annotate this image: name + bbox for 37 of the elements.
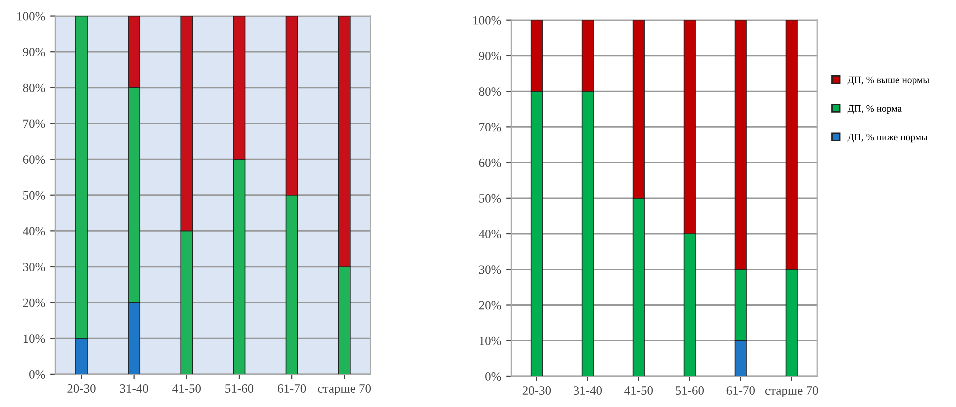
- y-tick-label: 100%: [18, 12, 46, 21]
- x-tick-label: 20-30: [522, 386, 552, 395]
- x-tick-label: 51-60: [226, 384, 254, 393]
- y-tick-label: 100%: [474, 16, 502, 25]
- y-tick-label: 0%: [486, 372, 502, 381]
- y-tick-label: 50%: [24, 191, 46, 200]
- y-tick-label: 60%: [23, 156, 46, 164]
- y-tick-label: 70%: [24, 120, 46, 128]
- x-tick-label: старше 70: [765, 386, 818, 398]
- x-tick-label: старше 70: [318, 384, 372, 396]
- legend-label: ДП, % норма: [848, 105, 902, 114]
- x-tick-label: 31-40: [574, 386, 602, 395]
- y-tick-label: 20%: [479, 301, 502, 310]
- y-tick-label: 30%: [23, 263, 46, 272]
- y-tick-label: 20%: [23, 298, 46, 308]
- y-tick-label: 40%: [479, 230, 502, 239]
- y-tick-label: 40%: [23, 227, 46, 236]
- x-tick-label: 61-70: [726, 386, 756, 395]
- y-tick-label: 30%: [479, 266, 502, 274]
- legend-label: ДП, % ниже нормы: [848, 134, 928, 143]
- y-tick-label: 0%: [30, 370, 46, 379]
- x-tick-label: 61-70: [278, 384, 306, 393]
- y-tick-label: 80%: [23, 84, 46, 92]
- y-tick-label: 60%: [479, 158, 502, 168]
- x-tick-label: 31-40: [120, 384, 148, 393]
- y-tick-label: 90%: [23, 48, 46, 57]
- y-tick-label: 90%: [479, 52, 502, 60]
- x-tick-label: 41-50: [624, 386, 654, 395]
- x-tick-label: 51-60: [676, 386, 704, 395]
- y-tick-label: 10%: [480, 336, 502, 346]
- x-tick-label: 20-30: [68, 384, 96, 393]
- y-tick-label: 80%: [479, 88, 502, 96]
- y-tick-label: 50%: [480, 194, 502, 203]
- y-tick-label: 10%: [24, 334, 46, 344]
- x-tick-label: 41-50: [172, 384, 202, 393]
- y-tick-label: 70%: [480, 123, 502, 132]
- legend-label: ДП, % выше нормы: [848, 76, 930, 86]
